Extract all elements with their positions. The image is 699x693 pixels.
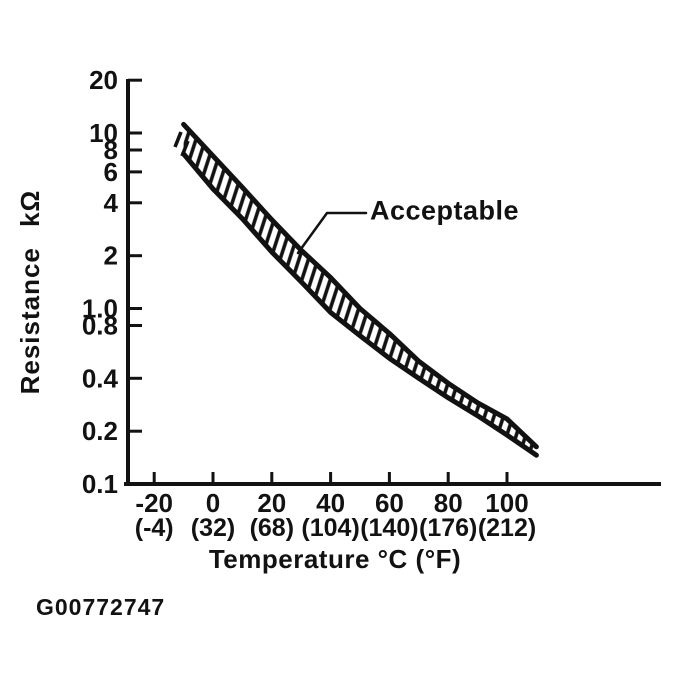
acceptable-leader-line bbox=[296, 211, 368, 255]
x-tick-label-fahrenheit: (176) bbox=[419, 514, 477, 542]
y-tick-label: 0.4 bbox=[82, 363, 119, 393]
y-tick-label: 6 bbox=[104, 157, 118, 187]
x-axis-title: Temperature °C (°F) bbox=[208, 544, 462, 574]
x-tick-label-fahrenheit: (140) bbox=[360, 514, 418, 542]
x-tick-label-celsius: 60 bbox=[375, 488, 404, 518]
x-tick-label-fahrenheit: (32) bbox=[191, 514, 235, 542]
x-tick-label-fahrenheit: (-4) bbox=[135, 514, 174, 542]
hatch-overshoot bbox=[173, 131, 183, 148]
x-tick-label-celsius: 40 bbox=[316, 488, 345, 518]
x-tick-label-celsius: 0 bbox=[206, 488, 220, 518]
x-tick-label-fahrenheit: (68) bbox=[250, 514, 294, 542]
hatch-overshoot bbox=[180, 140, 190, 157]
x-tick-label-fahrenheit: (104) bbox=[301, 514, 359, 542]
upper-limit-curve bbox=[181, 121, 539, 450]
y-axis-title: Resistance kΩ bbox=[15, 189, 45, 395]
x-tick-label-celsius: 100 bbox=[485, 488, 528, 518]
x-tick-label-celsius: -20 bbox=[135, 488, 173, 518]
y-tick-label: 0.2 bbox=[82, 416, 118, 446]
y-tick-label: 20 bbox=[89, 65, 118, 95]
x-tick-label-celsius: 80 bbox=[434, 488, 463, 518]
x-tick-label-fahrenheit: (212) bbox=[478, 514, 536, 542]
acceptable-band bbox=[183, 124, 537, 456]
acceptable-band-label: Acceptable bbox=[370, 195, 520, 226]
y-tick-label: 2 bbox=[104, 241, 118, 271]
y-tick-label: 4 bbox=[104, 188, 119, 218]
figure-id-caption: G00772747 bbox=[36, 594, 166, 620]
x-tick-label-celsius: 20 bbox=[257, 488, 286, 518]
lower-limit-curve bbox=[181, 151, 539, 458]
y-tick-label: 8 bbox=[104, 135, 118, 165]
y-tick-label: 10 bbox=[89, 118, 118, 148]
y-tick-label: 0.1 bbox=[82, 469, 118, 499]
y-tick-label: 1.0 bbox=[82, 294, 118, 324]
y-tick-label: 0.8 bbox=[82, 311, 118, 341]
